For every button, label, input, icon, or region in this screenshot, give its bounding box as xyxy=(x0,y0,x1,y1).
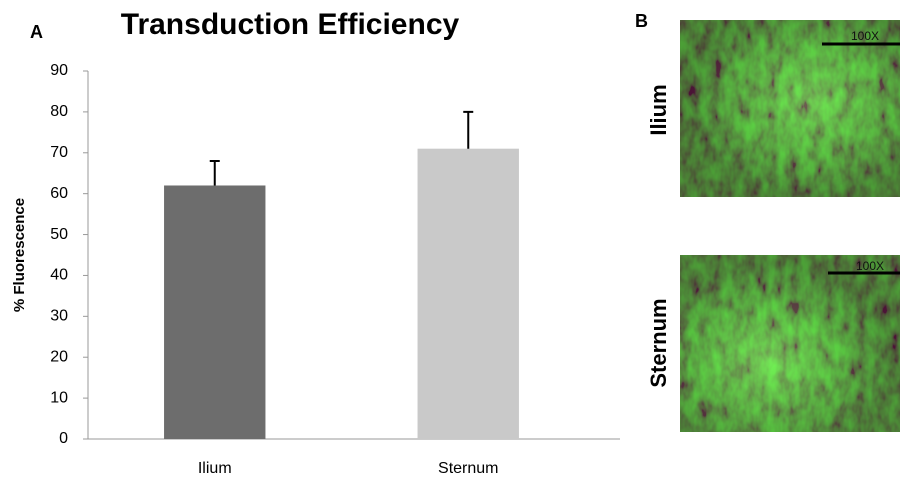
error-bar xyxy=(209,159,220,186)
y-tick-label: 80 xyxy=(50,103,68,120)
y-tick-label: 90 xyxy=(50,62,68,79)
y-tick-label: 50 xyxy=(50,226,68,243)
y-tick-label: 60 xyxy=(50,185,68,202)
y-tick-label: 20 xyxy=(50,348,68,365)
y-tick-label: 40 xyxy=(50,267,68,284)
y-axis-label: % Fluorescence xyxy=(11,198,28,312)
y-tick-label: 30 xyxy=(50,308,68,325)
x-tick-label: Sternum xyxy=(438,460,498,477)
y-tick-label: 10 xyxy=(50,389,68,406)
y-tick-label: 70 xyxy=(50,144,68,161)
micrograph: 100X xyxy=(680,20,900,197)
panel-label: B xyxy=(635,11,648,31)
scale-label: 100X xyxy=(851,29,879,43)
micrograph: 100X xyxy=(680,255,900,432)
bar xyxy=(417,148,519,439)
y-tick-label: 0 xyxy=(59,430,68,447)
error-bar xyxy=(463,110,474,149)
x-tick-label: Ilium xyxy=(198,460,232,477)
bar xyxy=(164,185,266,439)
chart-title: Transduction Efficiency xyxy=(121,8,460,41)
image-label: Ilium xyxy=(646,84,671,135)
image-label: Sternum xyxy=(646,298,671,387)
panel-label: A xyxy=(30,22,43,42)
scale-label: 100X xyxy=(856,259,884,273)
